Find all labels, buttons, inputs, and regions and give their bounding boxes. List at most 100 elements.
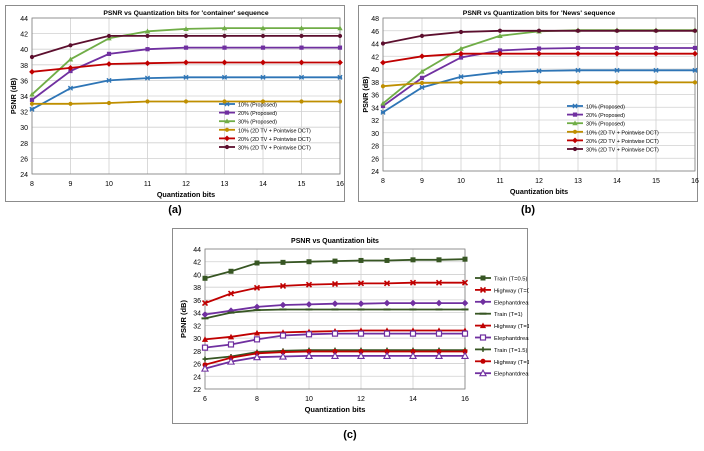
data-point [106, 100, 112, 106]
data-point [692, 67, 698, 73]
data-point [279, 301, 287, 309]
data-point [409, 299, 417, 307]
y-tick-label: 32 [193, 323, 201, 330]
data-point [461, 279, 469, 286]
data-point [222, 33, 227, 39]
legend-entry: Elephantdream (T=0.5) [475, 298, 529, 306]
data-point [536, 46, 542, 51]
x-tick-label: 16 [691, 178, 699, 185]
data-point [382, 351, 392, 359]
legend-marker [572, 120, 578, 126]
data-point [653, 50, 659, 57]
data-point [183, 74, 189, 80]
data-point [337, 59, 343, 66]
data-point [260, 99, 266, 104]
data-point [380, 59, 386, 66]
x-tick-label: 10 [105, 181, 113, 188]
legend-label: 10% (2D TV + Pointwise DCT) [238, 128, 311, 134]
data-point [305, 331, 313, 338]
x-tick-label: 8 [255, 396, 259, 403]
legend-entry: 20% (Proposed) [567, 112, 625, 119]
chart-title: PSNR vs Quantization bits for 'News' seq… [463, 10, 616, 17]
data-point [337, 33, 343, 39]
data-point [253, 329, 261, 336]
data-point [410, 257, 416, 263]
x-tick-label: 13 [221, 181, 229, 188]
data-point [331, 300, 339, 308]
data-point [67, 85, 74, 91]
legend-entry: 30% (Proposed) [219, 118, 277, 126]
data-point [260, 25, 266, 31]
legend-marker [480, 346, 486, 352]
data-point [144, 28, 151, 34]
data-point [331, 280, 339, 288]
data-point [279, 332, 287, 339]
data-point [436, 348, 442, 354]
data-point [408, 351, 418, 359]
data-point [221, 25, 228, 31]
x-tick-label: 6 [203, 396, 207, 403]
data-point [497, 69, 503, 75]
series-4 [29, 99, 343, 106]
y-tick-label: 30 [193, 336, 201, 343]
legend-label: 30% (Proposed) [238, 120, 277, 126]
data-point [298, 74, 305, 80]
gridlines [204, 248, 466, 390]
legend-label: 20% (2D TV + Pointwise DCT) [238, 137, 311, 143]
legend-entry: 10% (Proposed) [567, 103, 625, 111]
data-point [419, 53, 425, 60]
data-point [144, 75, 151, 81]
data-point [458, 29, 464, 35]
data-point [337, 25, 343, 31]
data-point [304, 351, 314, 359]
data-point [222, 99, 227, 104]
data-point [653, 45, 659, 51]
legend-label: 30% (2D TV + Pointwise DCT) [238, 146, 311, 152]
data-point [462, 256, 468, 262]
data-point [536, 68, 542, 74]
y-tick-label: 38 [193, 285, 201, 292]
data-point [202, 275, 208, 281]
y-tick-label: 26 [20, 156, 28, 163]
data-point [536, 50, 542, 57]
legend-label: Elephantdream (T=1) [494, 336, 529, 342]
y-tick-label: 26 [193, 362, 201, 369]
data-point [183, 45, 189, 50]
data-point [435, 299, 443, 307]
data-point [383, 280, 391, 287]
data-point [299, 99, 304, 104]
data-point [337, 45, 343, 50]
x-axis-label: Quantization bits [157, 190, 215, 199]
y-tick-label: 42 [371, 54, 379, 61]
series-5 [29, 59, 343, 75]
series-2 [29, 45, 343, 102]
y-tick-label: 28 [20, 141, 28, 148]
data-point [29, 97, 35, 102]
data-point [299, 33, 304, 39]
y-axis-label: PSNR (dB) [361, 76, 370, 113]
data-point [462, 348, 468, 354]
data-point [614, 28, 620, 33]
series-3 [29, 25, 343, 97]
series-6 [29, 33, 343, 60]
legend-marker [572, 137, 578, 144]
data-point [419, 75, 425, 81]
legend-marker [224, 144, 230, 150]
x-axis-label: Quantization bits [305, 405, 366, 414]
data-point [358, 257, 364, 263]
data-point [67, 65, 74, 71]
data-point [332, 348, 338, 354]
data-point [306, 259, 312, 265]
data-point [254, 260, 260, 266]
legend-label: Elephantdream (T=0.5) [494, 300, 529, 306]
legend-entry: Highway (T=0.5) [475, 286, 529, 294]
series-2 [380, 45, 698, 109]
data-point [253, 284, 261, 291]
y-axis-label: PSNR (dB) [179, 300, 188, 338]
data-point [380, 84, 386, 89]
x-tick-label: 15 [652, 178, 660, 185]
legend-label: 20% (Proposed) [238, 111, 277, 117]
data-point [144, 60, 151, 67]
x-tick-label: 15 [298, 181, 306, 188]
data-point [221, 74, 228, 80]
